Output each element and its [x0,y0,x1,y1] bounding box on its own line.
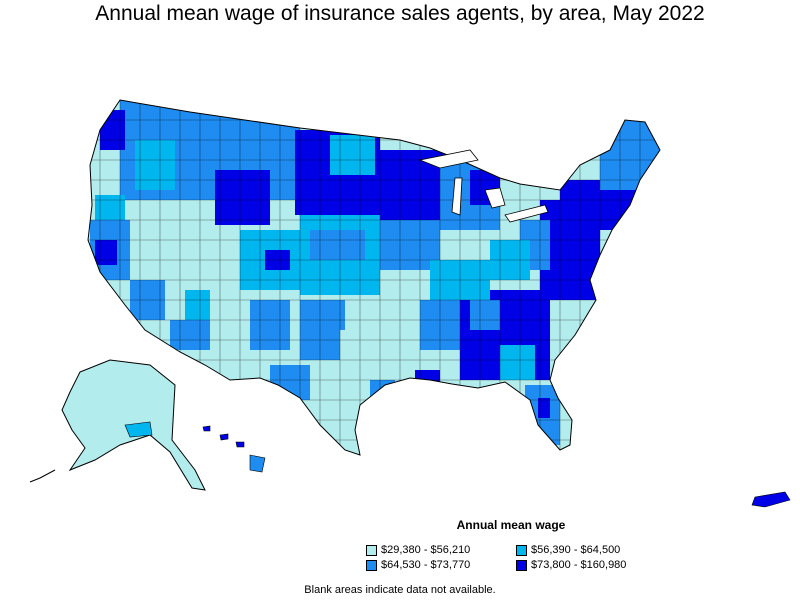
map-title: Annual mean wage of insurance sales agen… [95,2,705,25]
legend-item-range-2: $56,390 - $64,500 [516,544,666,556]
legend-label: $56,390 - $64,500 [531,544,621,556]
legend: Annual mean wage $29,380 - $56,210 $56,3… [366,518,666,571]
legend-swatch [366,544,377,556]
legend-swatch [366,559,377,571]
puerto-rico [751,491,791,508]
legend-label: $64,530 - $73,770 [381,559,471,571]
alaska [29,359,206,491]
legend-item-range-4: $73,800 - $160,980 [516,559,666,571]
hawaii [202,425,266,473]
legend-grid: $29,380 - $56,210 $56,390 - $64,500 $64,… [366,544,666,571]
great-lakes [418,149,549,223]
legend-swatch [516,559,527,571]
legend-item-range-3: $64,530 - $73,770 [366,559,516,571]
us-outline [87,99,661,456]
legend-label: $73,800 - $160,980 [531,559,627,571]
legend-swatch [516,544,527,556]
footnote: Blank areas indicate data not available. [304,584,496,596]
legend-item-range-1: $29,380 - $56,210 [366,544,516,556]
legend-label: $29,380 - $56,210 [381,544,471,556]
legend-title: Annual mean wage [456,518,566,532]
